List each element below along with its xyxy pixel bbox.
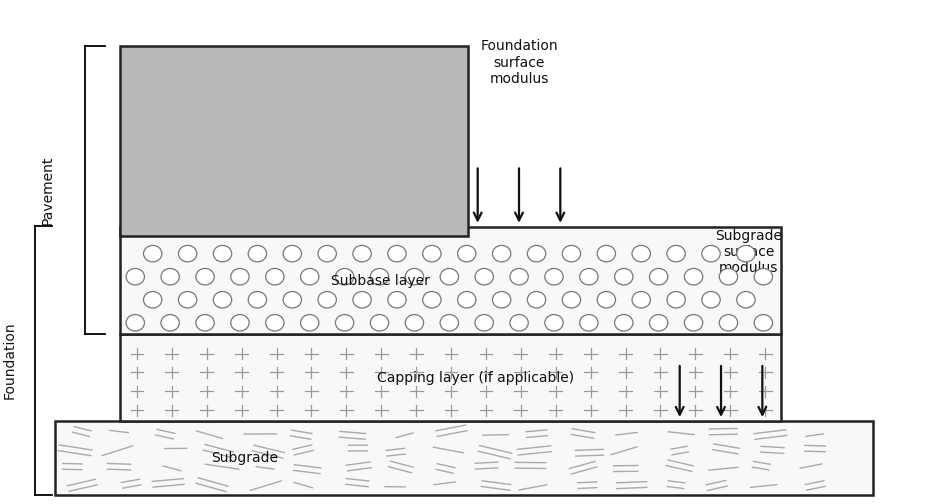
- Circle shape: [353, 291, 371, 308]
- Circle shape: [544, 269, 563, 285]
- Circle shape: [126, 269, 144, 285]
- Circle shape: [353, 245, 371, 262]
- Text: Subgrade
surface
modulus: Subgrade surface modulus: [714, 229, 782, 275]
- Circle shape: [632, 291, 650, 308]
- Circle shape: [388, 245, 405, 262]
- Circle shape: [196, 314, 214, 331]
- Circle shape: [753, 314, 771, 331]
- Circle shape: [335, 314, 354, 331]
- Circle shape: [161, 314, 179, 331]
- Circle shape: [213, 291, 231, 308]
- Text: Subgrade: Subgrade: [212, 451, 278, 465]
- Circle shape: [649, 269, 667, 285]
- Circle shape: [457, 245, 475, 262]
- Circle shape: [666, 291, 684, 308]
- Circle shape: [492, 291, 510, 308]
- Circle shape: [649, 314, 667, 331]
- Circle shape: [178, 291, 197, 308]
- Circle shape: [701, 245, 720, 262]
- Circle shape: [370, 314, 388, 331]
- Circle shape: [596, 291, 615, 308]
- Circle shape: [248, 245, 266, 262]
- Circle shape: [283, 291, 301, 308]
- Circle shape: [475, 314, 493, 331]
- Circle shape: [579, 269, 597, 285]
- Circle shape: [683, 314, 702, 331]
- Circle shape: [230, 314, 249, 331]
- Circle shape: [475, 269, 493, 285]
- Circle shape: [230, 269, 249, 285]
- Circle shape: [196, 269, 214, 285]
- Text: Capping layer (if applicable): Capping layer (if applicable): [376, 371, 573, 385]
- Circle shape: [178, 245, 197, 262]
- Circle shape: [753, 269, 771, 285]
- Circle shape: [492, 245, 510, 262]
- Circle shape: [317, 245, 336, 262]
- Circle shape: [248, 291, 266, 308]
- Circle shape: [632, 245, 650, 262]
- Circle shape: [736, 291, 754, 308]
- Circle shape: [579, 314, 597, 331]
- Text: Foundation
surface
modulus: Foundation surface modulus: [479, 39, 557, 86]
- Circle shape: [300, 269, 318, 285]
- Circle shape: [701, 291, 720, 308]
- Circle shape: [143, 245, 162, 262]
- Circle shape: [317, 291, 336, 308]
- Circle shape: [527, 291, 545, 308]
- Circle shape: [404, 269, 423, 285]
- Circle shape: [562, 245, 580, 262]
- Circle shape: [388, 291, 405, 308]
- Circle shape: [404, 314, 423, 331]
- Circle shape: [300, 314, 318, 331]
- Circle shape: [509, 314, 528, 331]
- Circle shape: [126, 314, 144, 331]
- Circle shape: [683, 269, 702, 285]
- Circle shape: [266, 314, 284, 331]
- Circle shape: [283, 245, 301, 262]
- Text: Pavement: Pavement: [41, 156, 55, 225]
- Circle shape: [440, 314, 458, 331]
- Bar: [120, 46, 468, 235]
- Circle shape: [422, 245, 441, 262]
- Circle shape: [143, 291, 162, 308]
- Circle shape: [544, 314, 563, 331]
- Circle shape: [370, 269, 388, 285]
- Circle shape: [457, 291, 475, 308]
- Circle shape: [596, 245, 615, 262]
- Bar: [120, 334, 780, 421]
- Circle shape: [422, 291, 441, 308]
- Circle shape: [719, 314, 737, 331]
- Bar: [120, 227, 780, 334]
- Text: Subbase layer: Subbase layer: [330, 274, 430, 288]
- Circle shape: [666, 245, 684, 262]
- Circle shape: [440, 269, 458, 285]
- Circle shape: [614, 269, 633, 285]
- Circle shape: [509, 269, 528, 285]
- Circle shape: [719, 269, 737, 285]
- Circle shape: [213, 245, 231, 262]
- Circle shape: [527, 245, 545, 262]
- Circle shape: [736, 245, 754, 262]
- Circle shape: [614, 314, 633, 331]
- Circle shape: [562, 291, 580, 308]
- Circle shape: [335, 269, 354, 285]
- Circle shape: [161, 269, 179, 285]
- Circle shape: [266, 269, 284, 285]
- Text: Foundation: Foundation: [3, 322, 16, 400]
- Bar: [55, 421, 871, 495]
